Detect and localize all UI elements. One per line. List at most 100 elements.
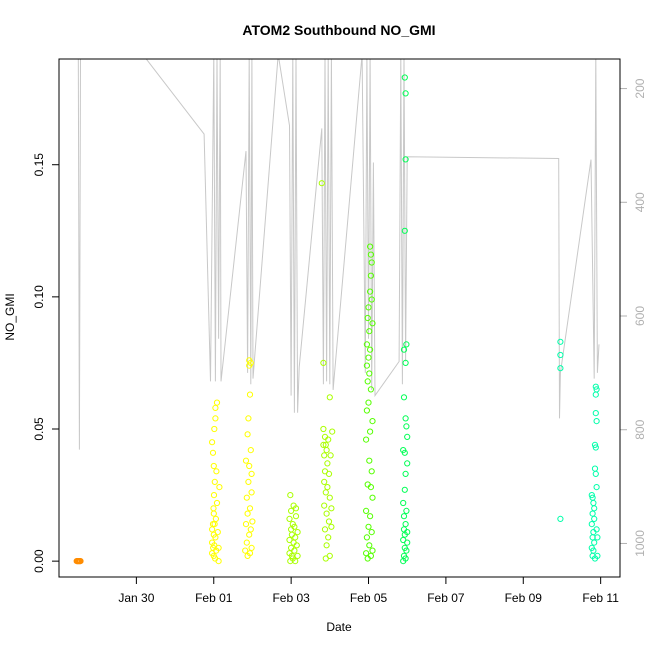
- data-point: [209, 449, 217, 456]
- data-point: [367, 243, 374, 250]
- data-point: [557, 338, 564, 345]
- data-point: [367, 552, 374, 560]
- data-point: [592, 470, 599, 477]
- x-tick-label: Feb 11: [582, 591, 619, 605]
- data-point: [402, 470, 409, 477]
- data-point: [213, 468, 220, 475]
- data-point: [594, 552, 601, 560]
- data-point: [212, 515, 219, 523]
- data-point: [245, 478, 252, 485]
- data-point: [363, 534, 370, 541]
- data-point: [401, 227, 408, 234]
- data-point: [401, 74, 408, 81]
- data-point: [400, 499, 407, 507]
- data-point: [248, 489, 255, 496]
- data-point: [369, 494, 376, 501]
- x-tick-label: Feb 05: [350, 591, 388, 605]
- data-point: [325, 534, 332, 541]
- data-point: [291, 547, 298, 554]
- data-point: [247, 447, 254, 454]
- data-point: [400, 346, 408, 353]
- data-point: [367, 251, 374, 258]
- data-point: [243, 539, 250, 546]
- data-point: [368, 468, 375, 475]
- data-point: [321, 452, 328, 459]
- y-tick-label: 0.10: [32, 285, 46, 309]
- data-point: [326, 494, 333, 501]
- pressure-profile-line: [77, 59, 600, 450]
- data-point: [292, 505, 300, 512]
- data-point: [320, 359, 327, 366]
- data-point: [365, 399, 372, 406]
- data-point: [591, 441, 599, 448]
- data-point: [327, 452, 334, 459]
- data-point: [367, 288, 374, 295]
- data-point: [403, 423, 410, 430]
- data-point: [320, 441, 327, 448]
- data-point: [366, 542, 373, 549]
- data-point: [294, 552, 301, 560]
- data-point: [242, 521, 250, 528]
- data-point: [590, 499, 597, 507]
- data-point: [211, 425, 218, 433]
- data-point: [594, 534, 601, 541]
- data-point: [326, 394, 333, 401]
- data-point: [402, 555, 409, 562]
- data-point: [557, 515, 564, 523]
- data-point: [212, 404, 219, 411]
- data-point: [77, 558, 84, 565]
- data-point: [593, 418, 600, 425]
- data-point: [294, 529, 301, 536]
- data-point: [325, 518, 333, 525]
- right-tick-label: 1000: [633, 530, 647, 557]
- data-point: [368, 259, 375, 266]
- data-point: [367, 386, 374, 393]
- data-point: [211, 478, 218, 485]
- data-point: [323, 447, 330, 454]
- y-axis-label: NO_GMI: [3, 293, 17, 340]
- data-point: [288, 552, 295, 560]
- data-point: [363, 341, 370, 348]
- x-axis-label: Date: [326, 620, 352, 634]
- data-point: [369, 320, 376, 327]
- data-point: [321, 478, 328, 485]
- y-tick-label: 0.15: [32, 153, 46, 177]
- data-point: [404, 529, 411, 536]
- data-point: [321, 526, 329, 533]
- data-point: [367, 484, 374, 491]
- data-point: [212, 415, 219, 422]
- data-point: [247, 359, 254, 366]
- x-tick-label: Feb 01: [195, 591, 233, 605]
- data-point: [247, 526, 254, 533]
- data-point: [245, 415, 252, 422]
- x-tick-label: Jan 30: [118, 591, 154, 605]
- data-point: [591, 505, 598, 512]
- data-point: [402, 90, 409, 97]
- data-point: [216, 484, 223, 491]
- data-point: [592, 410, 599, 417]
- data-point: [400, 394, 408, 401]
- data-point: [591, 515, 598, 523]
- data-point: [593, 526, 600, 533]
- data-point: [367, 428, 374, 435]
- data-point: [591, 539, 598, 546]
- data-point: [402, 415, 409, 422]
- data-point: [400, 513, 408, 520]
- data-point: [368, 296, 375, 303]
- data-point: [246, 505, 254, 512]
- data-point: [248, 544, 255, 552]
- data-point: [328, 523, 335, 530]
- right-tick-label: 800: [633, 419, 647, 439]
- data-point: [368, 529, 375, 536]
- data-point: [401, 486, 408, 493]
- chart-title: ATOM2 Southbound NO_GMI: [242, 22, 435, 38]
- data-point: [324, 484, 331, 491]
- data-point: [246, 550, 254, 557]
- data-point: [588, 492, 595, 499]
- data-point: [209, 526, 216, 533]
- x-tick-label: Feb 09: [505, 591, 543, 605]
- data-point: [246, 462, 253, 470]
- data-point: [246, 391, 254, 398]
- data-point: [363, 436, 370, 443]
